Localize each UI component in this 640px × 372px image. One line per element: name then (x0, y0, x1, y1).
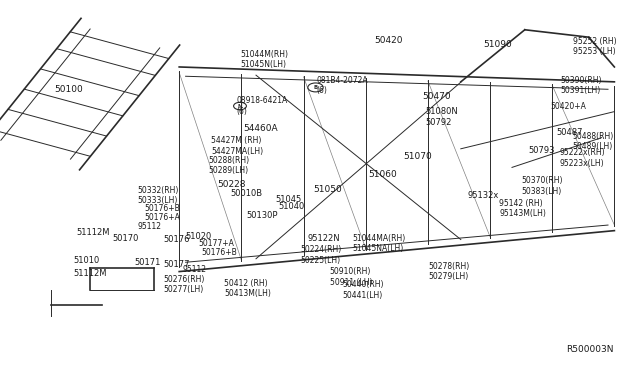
Text: 51044MA(RH)
51045NA(LH): 51044MA(RH) 51045NA(LH) (352, 234, 405, 253)
Text: 50176+A: 50176+A (144, 213, 180, 222)
Text: 50278(RH)
50279(LH): 50278(RH) 50279(LH) (429, 262, 470, 281)
Text: 95252 (RH)
95253 (LH): 95252 (RH) 95253 (LH) (573, 37, 616, 56)
Text: 50176+B: 50176+B (202, 248, 237, 257)
Text: 95132x: 95132x (467, 191, 499, 200)
Text: 50171: 50171 (134, 258, 161, 267)
Text: 51080N: 51080N (426, 107, 458, 116)
Text: 51070: 51070 (403, 152, 432, 161)
Text: 50176: 50176 (163, 235, 189, 244)
Text: 51090: 51090 (483, 40, 512, 49)
Text: 50420+A: 50420+A (550, 102, 586, 110)
Text: 50224(RH)
50225(LH): 50224(RH) 50225(LH) (301, 245, 342, 264)
Text: 50010B: 50010B (230, 189, 262, 198)
Text: B: B (314, 85, 317, 90)
Text: 50793: 50793 (528, 146, 554, 155)
Text: 95112: 95112 (138, 222, 161, 231)
Text: 50176+B: 50176+B (144, 204, 180, 213)
Text: 08918-6421A
(6): 08918-6421A (6) (237, 96, 288, 116)
Text: R500003N: R500003N (566, 345, 614, 354)
Text: 54427M (RH)
54427MA(LH): 54427M (RH) 54427MA(LH) (211, 136, 263, 155)
Text: 51020: 51020 (186, 232, 212, 241)
Text: 51112M: 51112M (77, 228, 110, 237)
Text: 95142 (RH)
95143M(LH): 95142 (RH) 95143M(LH) (499, 199, 546, 218)
Text: 51044M(RH)
51045N(LH): 51044M(RH) 51045N(LH) (240, 50, 288, 69)
Text: 51040: 51040 (278, 202, 305, 211)
Text: 50487: 50487 (557, 128, 583, 137)
Text: 50412 (RH)
50413M(LH): 50412 (RH) 50413M(LH) (224, 279, 271, 298)
Text: 51112M: 51112M (74, 269, 107, 278)
Text: 50792: 50792 (426, 118, 452, 127)
Text: 50440(RH)
50441(LH): 50440(RH) 50441(LH) (342, 280, 384, 300)
Text: 51050: 51050 (314, 185, 342, 194)
Text: 50370(RH)
50383(LH): 50370(RH) 50383(LH) (522, 176, 563, 196)
Text: 50390(RH)
50391(LH): 50390(RH) 50391(LH) (560, 76, 602, 95)
Text: 081B4-2072A
(6): 081B4-2072A (6) (317, 76, 369, 95)
Text: 95112: 95112 (182, 265, 206, 274)
Text: 50170: 50170 (112, 234, 138, 243)
Text: 95122N: 95122N (307, 234, 340, 243)
Text: 54460A: 54460A (243, 124, 278, 133)
Text: 50332(RH)
50333(LH): 50332(RH) 50333(LH) (138, 186, 179, 205)
Text: 51010: 51010 (74, 256, 100, 265)
Text: 50130P: 50130P (246, 211, 278, 220)
Text: 50910(RH)
50911 (LH): 50910(RH) 50911 (LH) (330, 267, 372, 287)
Text: N: N (237, 103, 243, 109)
Text: 95222x(RH)
95223x(LH): 95222x(RH) 95223x(LH) (560, 148, 605, 168)
Text: 50100: 50100 (54, 85, 83, 94)
Text: 50276(RH)
50277(LH): 50276(RH) 50277(LH) (163, 275, 205, 294)
Text: 50177+A: 50177+A (198, 239, 234, 248)
Text: 50177: 50177 (163, 260, 189, 269)
Text: 51045: 51045 (275, 195, 301, 203)
Text: 50488(RH)
50489(LH): 50488(RH) 50489(LH) (573, 132, 614, 151)
Text: 51060: 51060 (368, 170, 397, 179)
Text: 50228: 50228 (218, 180, 246, 189)
Text: 50288(RH)
50289(LH): 50288(RH) 50289(LH) (208, 156, 249, 175)
Text: 50470: 50470 (422, 92, 451, 101)
Text: 50420: 50420 (374, 36, 403, 45)
